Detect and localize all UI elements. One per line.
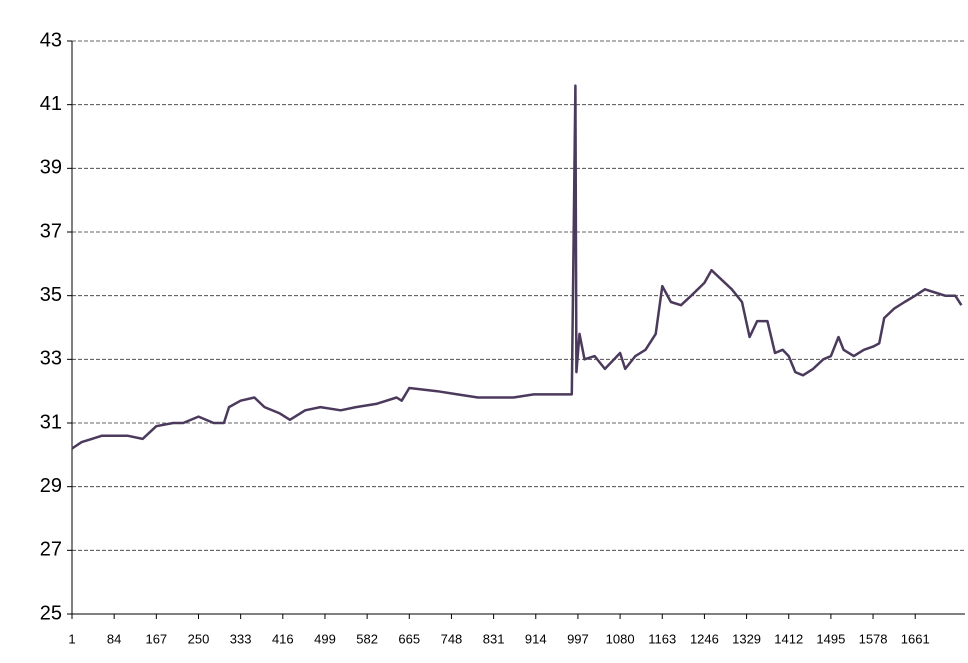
x-tick-label: 167: [145, 631, 167, 646]
y-tick-label: 39: [40, 157, 62, 179]
x-tick-label: 1163: [648, 631, 676, 646]
data-line: [71, 84, 963, 450]
y-tick-label: 29: [40, 475, 62, 497]
y-tick-label: 41: [40, 93, 62, 115]
x-tick-label: 416: [272, 631, 294, 646]
y-tick-label: 43: [40, 29, 62, 51]
x-tick-label: 499: [314, 631, 336, 646]
x-tick-label: 333: [230, 631, 252, 646]
x-tick-label: 997: [567, 631, 589, 646]
x-tick-label: 1578: [859, 631, 888, 646]
x-tick-label: 1246: [690, 631, 719, 646]
x-tick-label: 1412: [774, 631, 803, 646]
x-tick-label: 1080: [606, 631, 635, 646]
x-tick-label: 914: [525, 631, 547, 646]
y-tick-label: 37: [40, 220, 62, 242]
y-tick-label: 33: [40, 348, 62, 370]
x-tick-label: 1: [68, 631, 75, 646]
y-tick-label: 31: [40, 411, 62, 433]
x-tick-label: 84: [107, 631, 121, 646]
y-tick-label: 25: [40, 602, 62, 624]
x-tick-label: 250: [188, 631, 210, 646]
y-tick-label: 27: [40, 539, 62, 561]
x-tick-label: 1495: [816, 631, 845, 646]
x-tick-label: 1661: [901, 631, 930, 646]
x-tick-label: 665: [398, 631, 420, 646]
y-tick-label: 35: [40, 284, 62, 306]
x-tick-label: 831: [483, 631, 505, 646]
x-tick-label: 1329: [732, 631, 761, 646]
x-tick-label: 582: [356, 631, 378, 646]
x-tick-label: 748: [441, 631, 463, 646]
